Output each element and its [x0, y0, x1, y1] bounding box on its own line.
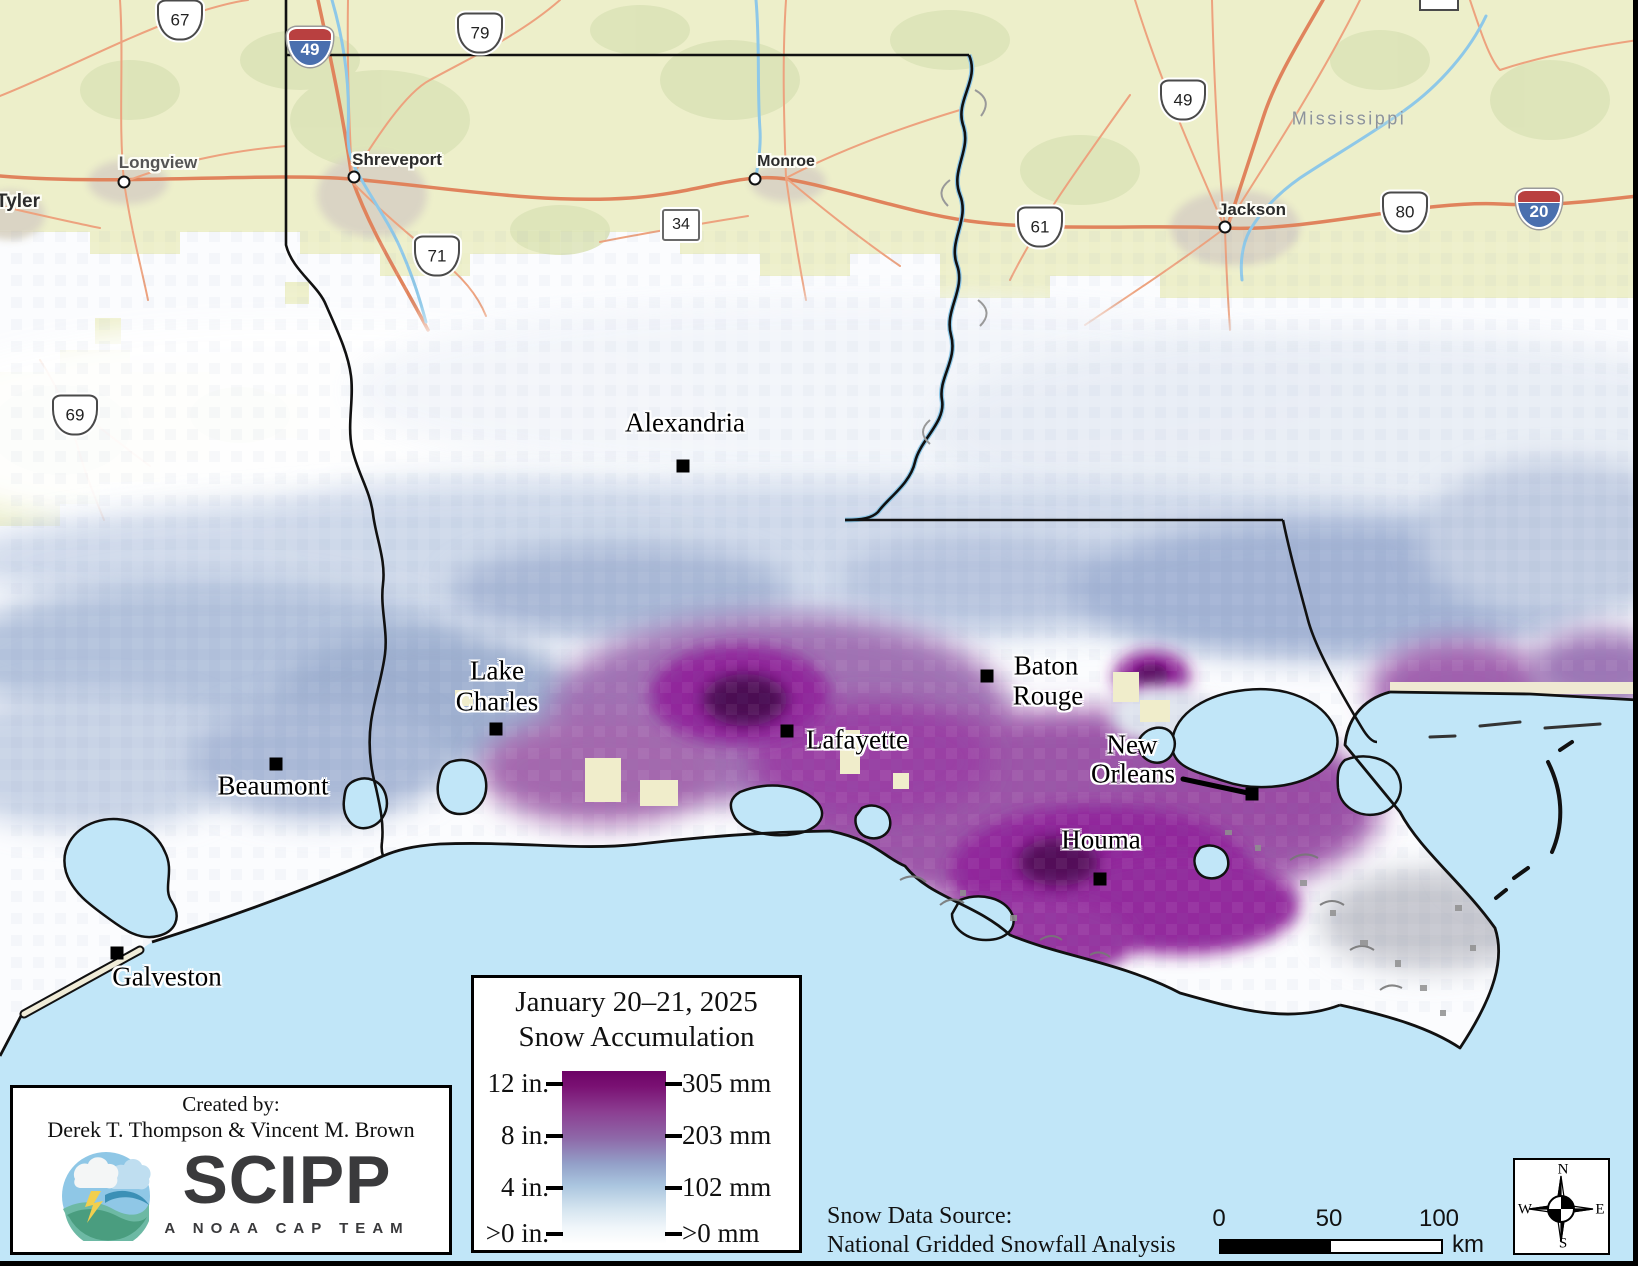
city-marker-longview [117, 175, 131, 189]
label-lake-charles-line2: Charles [455, 686, 539, 717]
legend-color-ramp [562, 1071, 666, 1243]
legend-inches-12: 12 in. [487, 1068, 549, 1098]
legend-mm-102: 102 mm [682, 1172, 772, 1202]
marker-galveston [110, 946, 124, 960]
marker-baton-rouge [980, 669, 994, 683]
legend-tick [546, 1186, 563, 1190]
city-label-tyler: Tyler [0, 191, 41, 212]
credits-box: Created by: Derek T. Thompson & Vincent … [10, 1085, 452, 1255]
city-label-monroe: Monroe [757, 153, 815, 170]
scipp-tagline: A NOAA CAP TEAM [164, 1220, 410, 1237]
legend-inches-trace: >0 in. [485, 1218, 549, 1248]
scale-bar-track [1219, 1239, 1443, 1254]
us-route-shield-80: 80 [1382, 191, 1428, 233]
marker-alexandria [676, 459, 690, 473]
marker-beaumont [269, 757, 283, 771]
compass-w: W [1517, 1201, 1533, 1218]
state-label-mississippi: Mississippi [1291, 108, 1407, 129]
new-orleans-leader-line [1180, 776, 1251, 796]
label-lafayette: Lafayette [806, 724, 908, 755]
data-source-note: Snow Data Source: National Gridded Snowf… [827, 1202, 1176, 1260]
label-lake-charles-line1: Lake [470, 655, 524, 686]
compass-rose: N S W E [1513, 1158, 1610, 1255]
compass-n: N [1557, 1161, 1569, 1178]
us-route-shield-71: 71 [414, 235, 460, 277]
label-new-orleans-line2: Orleans [1091, 758, 1175, 789]
marker-lake-charles [489, 722, 503, 736]
scale-tick-0: 0 [1212, 1205, 1226, 1232]
scale-unit: km [1452, 1231, 1484, 1258]
city-marker-jackson [1218, 220, 1232, 234]
legend-inches-4: 4 in. [500, 1172, 549, 1202]
legend-tick [546, 1232, 563, 1236]
label-alexandria: Alexandria [625, 407, 745, 438]
city-label-longview: Longview [118, 153, 198, 172]
data-source-line1: Snow Data Source: [827, 1203, 1013, 1229]
city-label-shreveport: Shreveport [352, 150, 442, 169]
us-route-shield-49: 49 [1160, 79, 1206, 121]
data-source-line2: National Gridded Snowfall Analysis [827, 1232, 1176, 1258]
legend-box: January 20–21, 2025 Snow Accumulation 12… [471, 975, 802, 1253]
marker-new-orleans [1245, 787, 1259, 801]
scale-bar-fill [1221, 1241, 1331, 1252]
us-route-shield-79: 79 [457, 12, 503, 54]
scipp-logo-icon [62, 1152, 151, 1241]
legend-tick [665, 1082, 682, 1086]
label-new-orleans-line1: New [1106, 729, 1158, 760]
legend-mm-305: 305 mm [682, 1068, 772, 1098]
us-route-shield-69: 69 [52, 394, 98, 436]
us-route-shield-61: 61 [1017, 206, 1063, 248]
label-beaumont: Beaumont [217, 770, 329, 801]
legend-mm-trace: >0 mm [682, 1218, 760, 1248]
compass-s: S [1558, 1235, 1568, 1252]
legend-tick [665, 1186, 682, 1190]
compass-star-icon [1528, 1175, 1594, 1243]
legend-mm-203: 203 mm [682, 1120, 772, 1150]
legend-tick [665, 1232, 682, 1236]
legend-tick [546, 1082, 563, 1086]
state-route-shield-34: 34 [662, 209, 700, 241]
city-marker-monroe [748, 172, 762, 186]
legend-title-line2: Snow Accumulation [518, 1021, 755, 1053]
legend-tick [665, 1134, 682, 1138]
scale-tick-50: 50 [1315, 1205, 1343, 1232]
legend-tick [546, 1134, 563, 1138]
label-galveston: Galveston [112, 961, 222, 992]
label-baton-rouge-line2: Rouge [1012, 680, 1084, 711]
legend-inches-8: 8 in. [500, 1120, 549, 1150]
scipp-wordmark: SCIPP [182, 1142, 392, 1218]
us-route-shield-67: 67 [157, 0, 203, 41]
credits-authors: Derek T. Thompson & Vincent M. Brown [47, 1117, 415, 1142]
city-marker-shreveport [347, 170, 361, 184]
marker-houma [1093, 872, 1107, 886]
compass-e: E [1595, 1201, 1605, 1218]
scale-tick-100: 100 [1418, 1205, 1460, 1232]
legend-title-line1: January 20–21, 2025 [515, 986, 758, 1018]
credits-created-by: Created by: [182, 1092, 280, 1116]
marker-lafayette [780, 724, 794, 738]
label-baton-rouge-line1: Baton [1013, 650, 1079, 681]
label-houma: Houma [1061, 824, 1141, 855]
city-label-jackson: Jackson [1217, 200, 1287, 219]
